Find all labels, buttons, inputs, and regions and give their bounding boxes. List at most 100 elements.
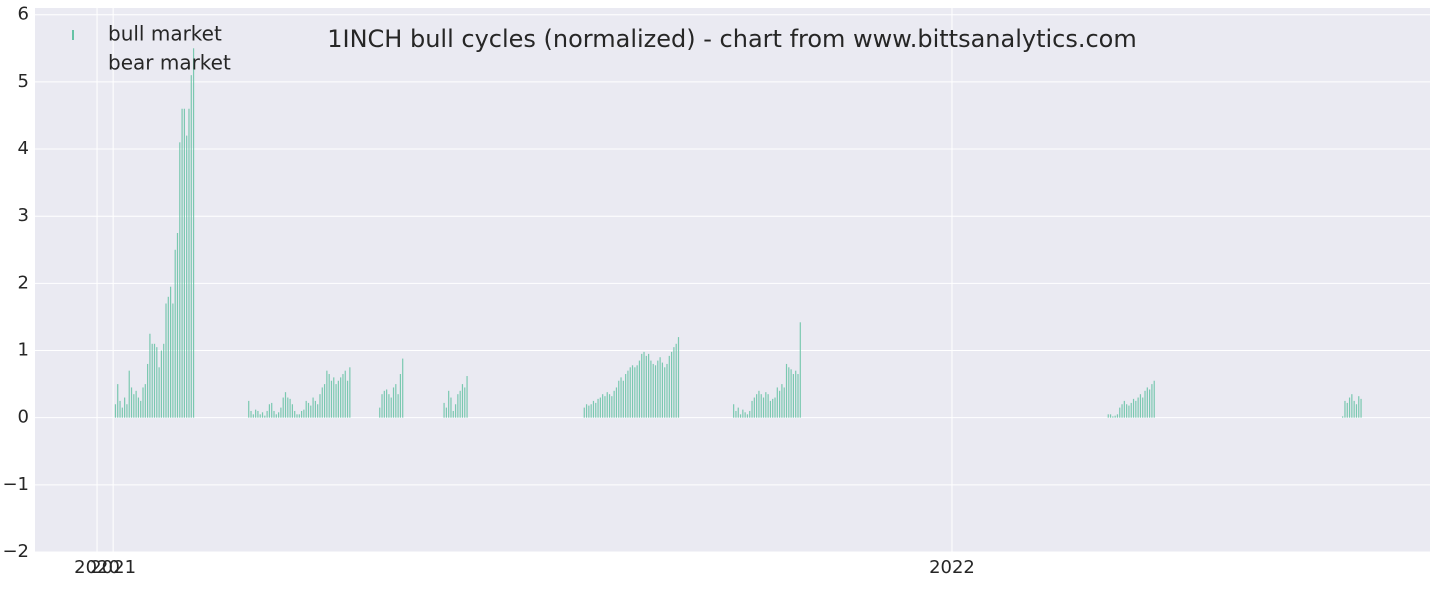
bar	[746, 414, 749, 418]
bar	[346, 380, 349, 418]
bar	[597, 398, 599, 418]
bar	[314, 400, 316, 418]
bar	[284, 392, 287, 418]
bar	[765, 392, 767, 418]
bar	[739, 414, 742, 418]
bar	[443, 402, 445, 418]
bar	[188, 108, 190, 418]
bar	[1142, 397, 1144, 418]
bar	[312, 397, 314, 418]
bar	[666, 363, 668, 418]
bar	[643, 351, 645, 418]
bar	[1119, 407, 1121, 418]
bar	[186, 135, 188, 418]
y-tick-label: 2	[18, 272, 29, 293]
bar	[167, 296, 169, 418]
bar	[133, 394, 135, 418]
bar	[121, 407, 123, 418]
bar	[733, 404, 735, 418]
bar	[452, 410, 454, 418]
legend-label: bull market	[108, 22, 222, 46]
bar	[673, 347, 675, 418]
bar	[1358, 396, 1360, 418]
y-tick-label: −2	[2, 541, 29, 562]
bar	[790, 369, 792, 418]
bar	[310, 405, 312, 418]
bar	[273, 410, 275, 418]
bar	[1348, 397, 1351, 418]
bar	[735, 410, 737, 418]
bar	[602, 394, 604, 418]
bar	[135, 390, 137, 418]
bar	[788, 367, 790, 418]
bar	[307, 402, 310, 418]
bar	[326, 370, 328, 418]
y-tick-label: 0	[18, 407, 29, 428]
bar	[454, 404, 457, 418]
bar	[657, 360, 659, 418]
y-tick-label: 5	[18, 71, 29, 92]
bar	[448, 390, 450, 418]
bar	[459, 390, 461, 418]
bar	[117, 384, 119, 418]
bar	[648, 353, 650, 418]
bar	[183, 108, 185, 418]
bar	[250, 410, 252, 418]
bar	[1109, 414, 1112, 418]
bar	[379, 407, 381, 418]
bar	[622, 380, 624, 418]
bar	[751, 400, 753, 418]
bar	[291, 404, 293, 418]
bar	[321, 387, 323, 418]
bar	[776, 387, 778, 418]
bar	[330, 380, 333, 418]
bar	[1346, 402, 1348, 418]
bar	[147, 363, 149, 418]
x-tick-label: 2022	[929, 557, 975, 578]
bar	[615, 387, 618, 418]
bar	[627, 370, 629, 418]
bar	[335, 384, 337, 418]
bar	[252, 414, 254, 418]
bar	[266, 410, 268, 418]
bar	[163, 343, 165, 418]
bar	[618, 380, 620, 418]
bar	[645, 355, 647, 418]
bar	[445, 407, 447, 418]
bar	[181, 108, 183, 418]
bar	[287, 397, 289, 418]
bar	[319, 394, 321, 418]
bar	[769, 400, 772, 418]
bar	[604, 396, 606, 418]
bar	[1128, 405, 1130, 418]
bar	[149, 333, 151, 418]
bar	[114, 404, 117, 418]
bar	[641, 353, 643, 418]
bar	[629, 367, 631, 418]
bar	[1146, 387, 1148, 418]
bar	[742, 409, 744, 418]
bar	[450, 397, 452, 418]
bar	[461, 384, 464, 418]
bar	[650, 360, 652, 418]
bar	[333, 377, 335, 418]
bar	[119, 400, 121, 418]
bar	[390, 397, 392, 418]
bar	[1107, 414, 1109, 418]
bar	[749, 410, 751, 418]
bar	[1355, 404, 1358, 418]
chart-title: 1INCH bull cycles (normalized) - chart f…	[327, 25, 1137, 53]
bar	[1149, 389, 1151, 418]
bar	[257, 410, 259, 418]
bar	[756, 394, 758, 418]
bar	[176, 232, 179, 418]
bar	[781, 384, 783, 418]
bar	[298, 414, 300, 418]
y-tick-label: 1	[18, 340, 29, 361]
bar	[317, 404, 319, 418]
bar	[677, 337, 680, 418]
bar	[599, 397, 601, 418]
bar	[668, 355, 670, 418]
bar	[1123, 400, 1125, 418]
bar	[737, 407, 739, 418]
